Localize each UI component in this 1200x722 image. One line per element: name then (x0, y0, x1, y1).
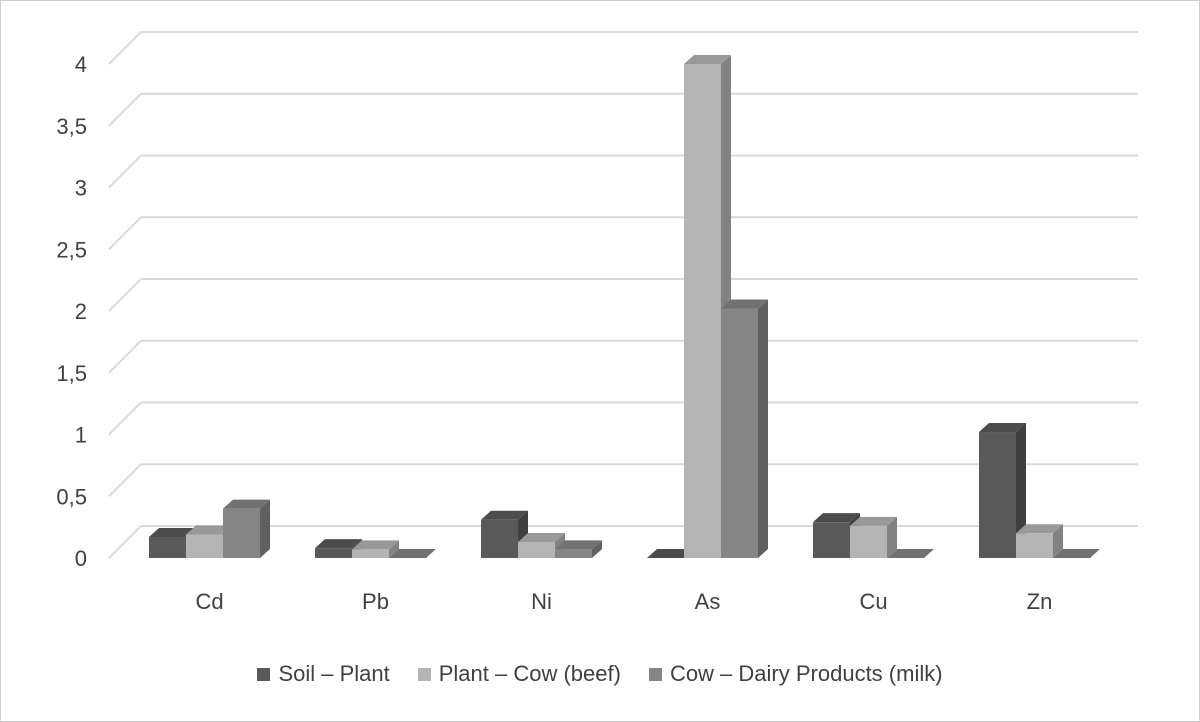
bar (555, 549, 592, 558)
gridline-slant (108, 93, 142, 127)
bar-top (684, 55, 731, 64)
legend-label-plant-cow: Plant – Cow (beef) (438, 661, 621, 686)
bar (1016, 533, 1053, 558)
bar-top (1053, 549, 1100, 558)
gridline-slant (108, 463, 142, 497)
bar (518, 541, 555, 558)
y-tick-label: 2 (75, 299, 87, 324)
legend-label-cow-dairy: Cow – Dairy Products (milk) (669, 661, 943, 686)
bar-top (850, 516, 897, 526)
gridline-slant (108, 401, 142, 436)
x-tick-label: Cu (859, 589, 887, 614)
gridline-slant (108, 340, 142, 374)
y-tick-label: 1,5 (56, 361, 87, 386)
bar-side (592, 540, 602, 558)
bar (149, 537, 186, 558)
bar-top (481, 510, 528, 520)
bar-side (1053, 524, 1063, 558)
bar-top (389, 549, 436, 558)
bar (315, 548, 352, 558)
y-tick-label: 4 (75, 52, 87, 77)
bar (813, 522, 850, 558)
gridline-slant (108, 154, 142, 189)
legend-item-cow-dairy: Cow – Dairy Products (milk) (648, 661, 943, 687)
bar-top (149, 528, 196, 538)
legend-item-plant-cow: Plant – Cow (beef) (417, 661, 621, 687)
gridline-slant (108, 216, 142, 250)
legend-swatch-cow-dairy (648, 667, 662, 681)
legend: Soil – Plant Plant – Cow (beef) Cow – Da… (1, 656, 1199, 692)
x-tick-label: As (695, 589, 721, 614)
x-tick-label: Pb (362, 589, 389, 614)
y-tick-label: 0,5 (56, 484, 87, 509)
legend-swatch-soil-plant (257, 667, 271, 681)
bar (850, 525, 887, 558)
bar (721, 308, 758, 558)
legend-swatch-plant-cow (417, 667, 431, 681)
bar-side (887, 516, 897, 558)
bar-top (352, 540, 399, 550)
chart-plot: 0 0,5 1 1,5 2 2,5 3 3,5 4 Cd Pb Ni As Cu Zn (56, 31, 1138, 614)
gridline-slant (108, 278, 142, 312)
bar-top (1016, 524, 1063, 534)
bar-side (389, 540, 399, 558)
bar-top (186, 525, 233, 535)
bar (223, 508, 260, 558)
bar-top (518, 532, 565, 542)
bar-top (887, 549, 934, 558)
bar (979, 432, 1016, 558)
bar-side (758, 299, 768, 558)
x-tick-label: Cd (195, 589, 223, 614)
y-tick-label: 0 (75, 546, 87, 571)
bar-top (223, 499, 270, 509)
bar (684, 64, 721, 558)
legend-label-soil-plant: Soil – Plant (278, 661, 390, 686)
bar-top (813, 513, 860, 523)
bar-side (1016, 423, 1026, 558)
bar-top (647, 549, 694, 558)
gridline-slant (108, 525, 142, 559)
bar (481, 519, 518, 558)
y-tick-label: 2,5 (56, 237, 87, 262)
bar-top (979, 423, 1026, 433)
x-tick-label: Zn (1027, 589, 1053, 614)
y-tick-label: 1 (75, 423, 87, 448)
y-tick-label: 3,5 (56, 114, 87, 139)
bar (352, 549, 389, 558)
bar-top (315, 539, 362, 549)
x-tick-label: Ni (531, 589, 552, 614)
bar (186, 534, 223, 558)
bar-side (260, 499, 270, 558)
legend-item-soil-plant: Soil – Plant (257, 661, 390, 687)
bar-top (555, 540, 602, 550)
bar-top (721, 299, 768, 309)
y-tick-label: 3 (75, 176, 87, 201)
gridline-slant (108, 31, 142, 65)
